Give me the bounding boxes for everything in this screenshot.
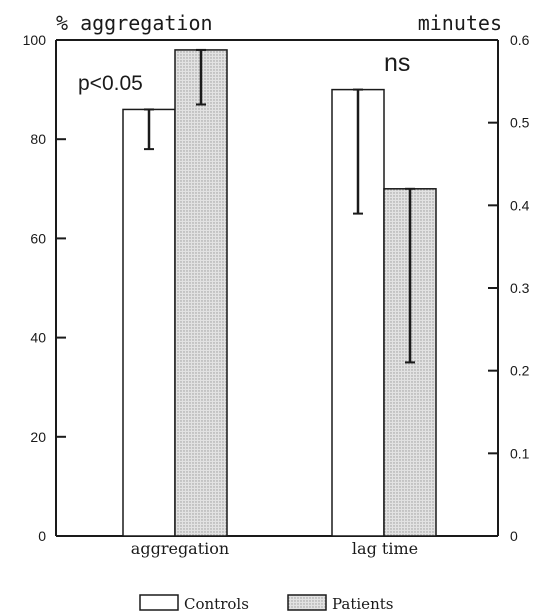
annotation-lag-time: ns: [384, 49, 410, 77]
left-tick-label: 100: [23, 32, 47, 48]
left-tick-label: 20: [30, 429, 46, 445]
right-tick-label: 0: [510, 528, 518, 544]
right-tick-label: 0.5: [510, 115, 530, 131]
left-tick-label: 40: [30, 330, 46, 346]
annotation-aggregation: p<0.05: [78, 72, 143, 95]
category-label-aggregation: aggregation: [131, 539, 229, 558]
left-tick-label: 60: [30, 230, 46, 246]
right-axis-title: minutes: [418, 11, 502, 35]
right-tick-label: 0.4: [510, 197, 530, 213]
legend: Controls Patients: [139, 594, 393, 611]
bars-group: [122, 48, 437, 537]
right-tick-label: 0.3: [510, 280, 530, 296]
left-tick-label: 0: [38, 528, 46, 544]
legend-label-patients: Patients: [332, 595, 393, 611]
right-tick-label: 0.1: [510, 445, 530, 461]
legend-swatch-patients: [287, 594, 327, 611]
legend-swatch-controls: [139, 594, 179, 611]
left-tick-label: 80: [30, 131, 46, 147]
legend-label-controls: Controls: [184, 595, 249, 611]
right-tick-label: 0.6: [510, 32, 530, 48]
right-tick-label: 0.2: [510, 363, 530, 379]
left-tick-group: 0 20 40 60 80 100: [23, 32, 66, 544]
right-tick-group: 0 0.1 0.2 0.3 0.4 0.5 0.6: [488, 32, 530, 544]
bar-controls-aggregation: [122, 108, 176, 537]
bar-patients-aggregation: [174, 49, 228, 537]
category-label-lag-time: lag time: [352, 539, 418, 558]
left-axis-title: % aggregation: [56, 11, 213, 35]
